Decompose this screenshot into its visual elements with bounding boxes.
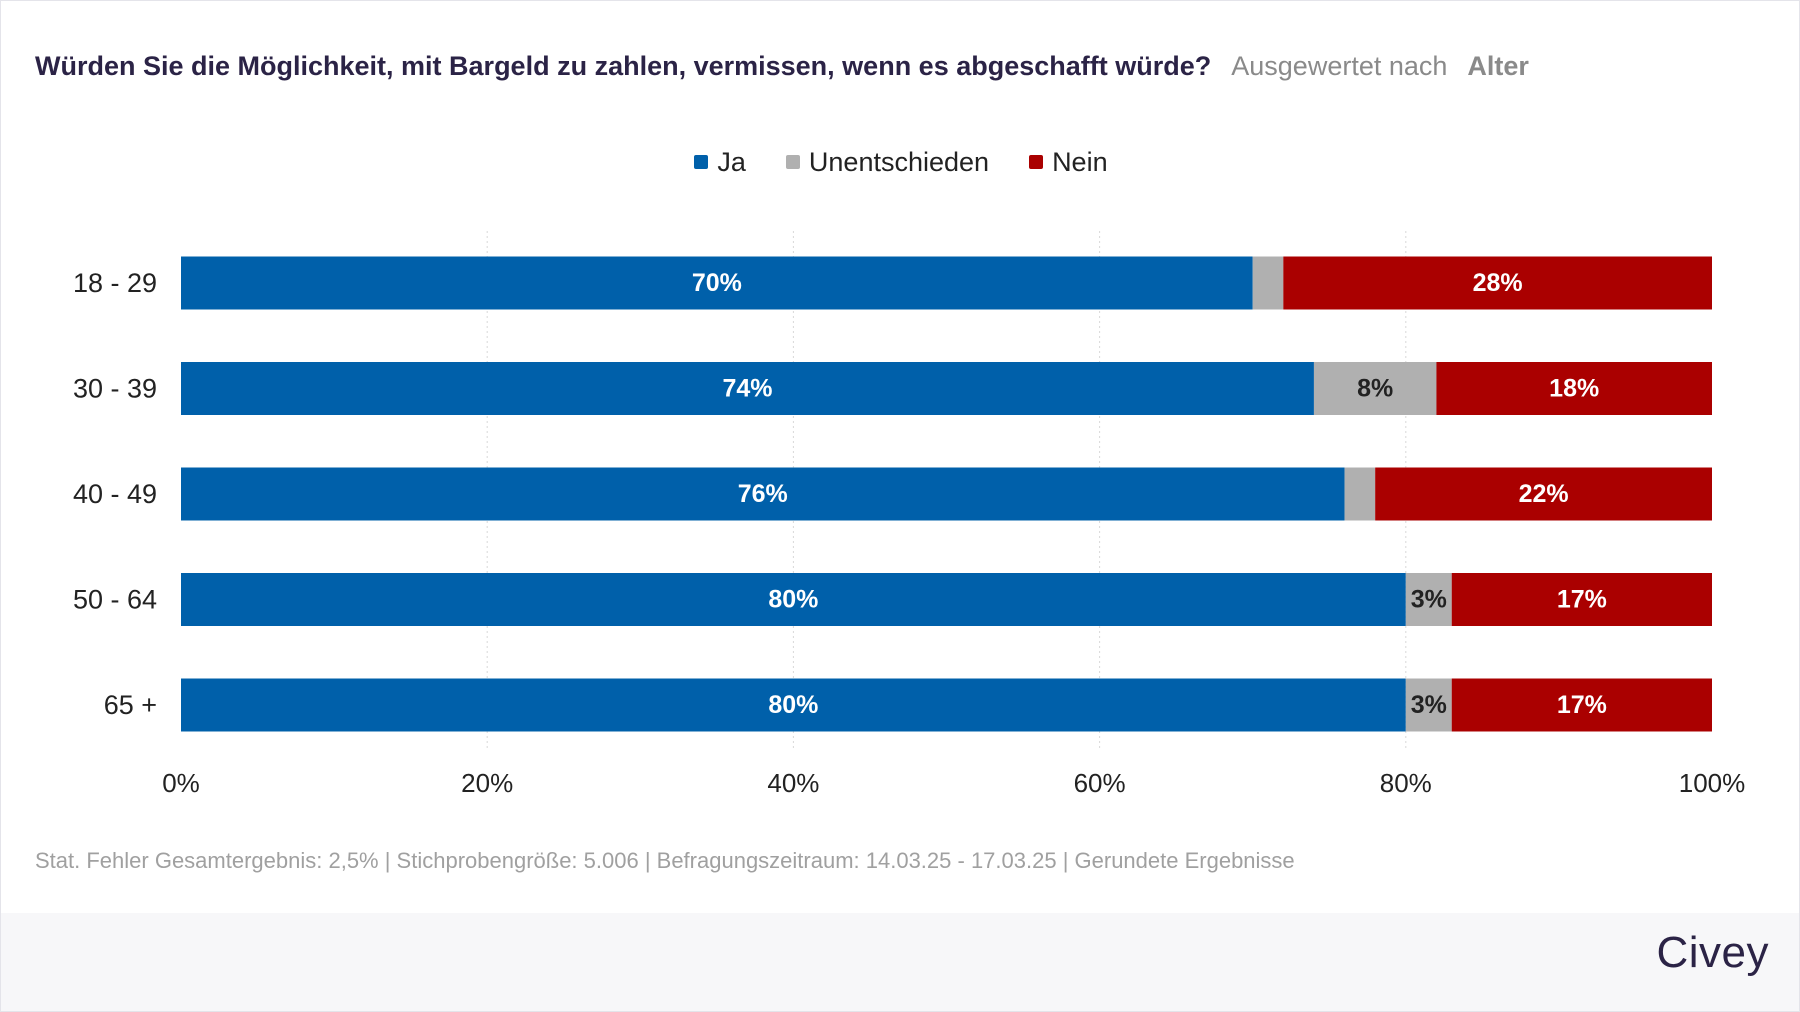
data-label: 8%: [1357, 375, 1393, 403]
x-tick-label: 40%: [767, 768, 819, 798]
x-tick-label: 100%: [1679, 768, 1746, 798]
data-label: 80%: [768, 691, 818, 719]
bar-segment: [1451, 678, 1712, 732]
legend-swatch: [785, 155, 800, 169]
x-tick-label: 20%: [461, 768, 513, 798]
legend-item: Unentschieden: [785, 147, 990, 178]
bar-segment: [181, 467, 1345, 521]
stacked-bar-chart: 18 - 29 70% 28% 30 - 39 74% 8% 18% 40 - 49 76% 22…: [73, 231, 1746, 798]
chart-title: Würden Sie die Möglichkeit, mit Bargeld …: [35, 51, 1212, 81]
subtitle-dimension: Alter: [1467, 51, 1529, 81]
subtitle-prefix: Ausgewertet nach: [1231, 51, 1448, 81]
legend-swatch: [1029, 155, 1044, 169]
chart-legend: Ja Unentschieden Nein: [1, 147, 1800, 178]
x-tick-label: 0%: [162, 768, 200, 798]
bar-segment: [1436, 362, 1712, 415]
civey-logo: Civey: [1656, 928, 1769, 977]
bar-segment: [1451, 573, 1712, 626]
legend-item: Ja: [694, 147, 746, 178]
data-label: 3%: [1411, 691, 1447, 719]
legend-label: Ja: [717, 147, 746, 177]
data-label: 17%: [1557, 586, 1607, 614]
data-label: 22%: [1519, 480, 1569, 508]
category-label: 40 - 49: [73, 479, 157, 509]
bar-segment: [1252, 256, 1284, 310]
bar-segment: [1283, 256, 1712, 310]
bar-segment: [1344, 467, 1376, 521]
data-label: 28%: [1473, 269, 1523, 297]
bar-segment: [181, 362, 1314, 415]
data-label: 74%: [722, 375, 772, 403]
legend-label: Nein: [1052, 147, 1108, 177]
category-label: 30 - 39: [73, 374, 157, 404]
chart-header: Würden Sie die Möglichkeit, mit Bargeld …: [35, 51, 1529, 82]
bar-segment: [1313, 362, 1437, 415]
data-label: 18%: [1549, 375, 1599, 403]
data-label: 17%: [1557, 691, 1607, 719]
legend-label: Unentschieden: [808, 147, 990, 177]
legend-item: Nein: [1029, 147, 1108, 178]
x-tick-label: 60%: [1074, 768, 1126, 798]
bar-segment: [1375, 467, 1712, 521]
bar-segment: [1405, 678, 1452, 732]
category-label: 18 - 29: [73, 268, 157, 298]
bar-segment: [181, 573, 1406, 626]
data-label: 3%: [1411, 586, 1447, 614]
bar-segment: [181, 256, 1253, 310]
category-label: 50 - 64: [73, 585, 157, 615]
category-label: 65 +: [104, 690, 157, 720]
data-label: 76%: [738, 480, 788, 508]
footer-band: [1, 913, 1799, 1011]
footnote: Stat. Fehler Gesamtergebnis: 2,5% | Stic…: [35, 848, 1295, 873]
data-label: 80%: [768, 586, 818, 614]
x-tick-label: 80%: [1380, 768, 1432, 798]
data-label: 70%: [692, 269, 742, 297]
bar-segment: [181, 678, 1406, 732]
bar-segment: [1405, 573, 1452, 626]
legend-swatch: [694, 155, 709, 169]
